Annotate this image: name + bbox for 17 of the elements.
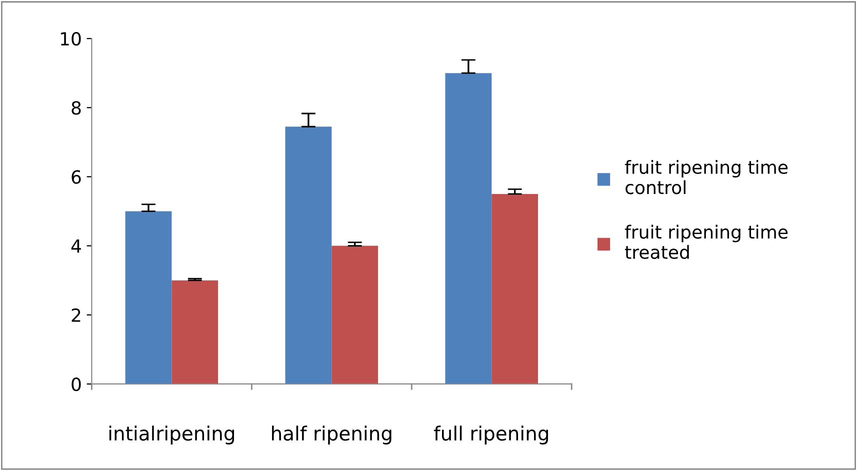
bar xyxy=(285,126,332,384)
y-tick-label: 2 xyxy=(72,308,80,322)
y-tick-label: 8 xyxy=(72,101,81,115)
x-tick-label: half ripening xyxy=(272,426,392,444)
y-tick-label: 4 xyxy=(71,240,81,253)
legend-label: fruit ripening time treated xyxy=(624,224,788,259)
bar xyxy=(492,194,538,384)
bar xyxy=(445,73,492,384)
x-tick-label: intialripening xyxy=(109,426,234,444)
bar xyxy=(332,246,378,384)
x-tick-label: full ripening xyxy=(434,426,548,444)
y-tick-label: 10 xyxy=(60,32,81,46)
bar xyxy=(172,280,218,384)
bar xyxy=(125,211,172,384)
legend-label: fruit ripening time control xyxy=(624,160,788,194)
y-tick-label: 6 xyxy=(72,170,81,184)
y-tick-label: 0 xyxy=(72,377,81,392)
